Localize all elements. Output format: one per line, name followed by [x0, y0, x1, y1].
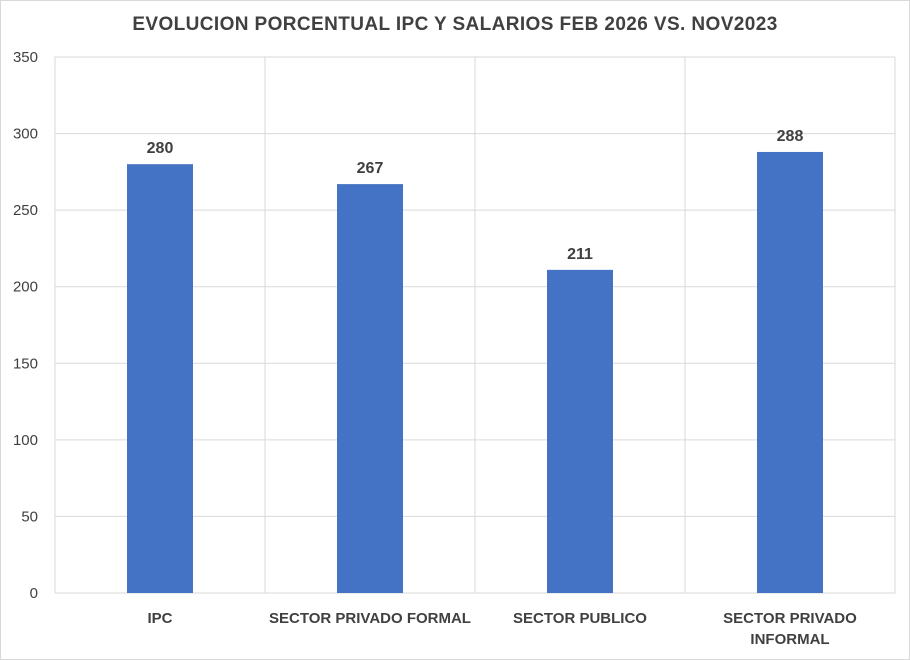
data-label: 211	[567, 246, 593, 263]
bar	[337, 184, 403, 593]
bar	[547, 269, 613, 593]
y-axis-ticks: 0 50 100 150 200 250 300 350	[13, 49, 38, 602]
x-tick-label: SECTOR PUBLICO	[513, 610, 647, 627]
data-label: 280	[147, 140, 174, 157]
bars	[127, 151, 823, 593]
data-label: 267	[357, 160, 384, 177]
bar	[757, 151, 823, 593]
y-tick-label: 0	[30, 585, 38, 602]
y-tick-label: 250	[13, 202, 38, 219]
x-tick-label: IPC	[147, 610, 172, 627]
y-tick-label: 200	[13, 279, 38, 296]
x-axis-ticks: IPC SECTOR PRIVADO FORMAL SECTOR PUBLICO SE…	[147, 610, 857, 648]
chart-title: EVOLUCION PORCENTUAL IPC Y SALARIOS FEB …	[132, 14, 777, 35]
x-tick-label: SECTOR PRIVADO	[723, 610, 857, 627]
x-tick-label: SECTOR PRIVADO FORMAL	[269, 610, 471, 627]
y-tick-label: 100	[13, 432, 38, 449]
y-tick-label: 350	[13, 49, 38, 66]
x-tick-label: INFORMAL	[750, 631, 829, 648]
y-tick-label: 150	[13, 355, 38, 372]
gridlines	[54, 56, 896, 594]
y-tick-label: 50	[21, 508, 38, 525]
y-tick-label: 300	[13, 126, 38, 143]
bar	[127, 164, 193, 593]
data-labels: 280 267 211 288	[147, 128, 804, 263]
data-label: 288	[777, 128, 804, 145]
